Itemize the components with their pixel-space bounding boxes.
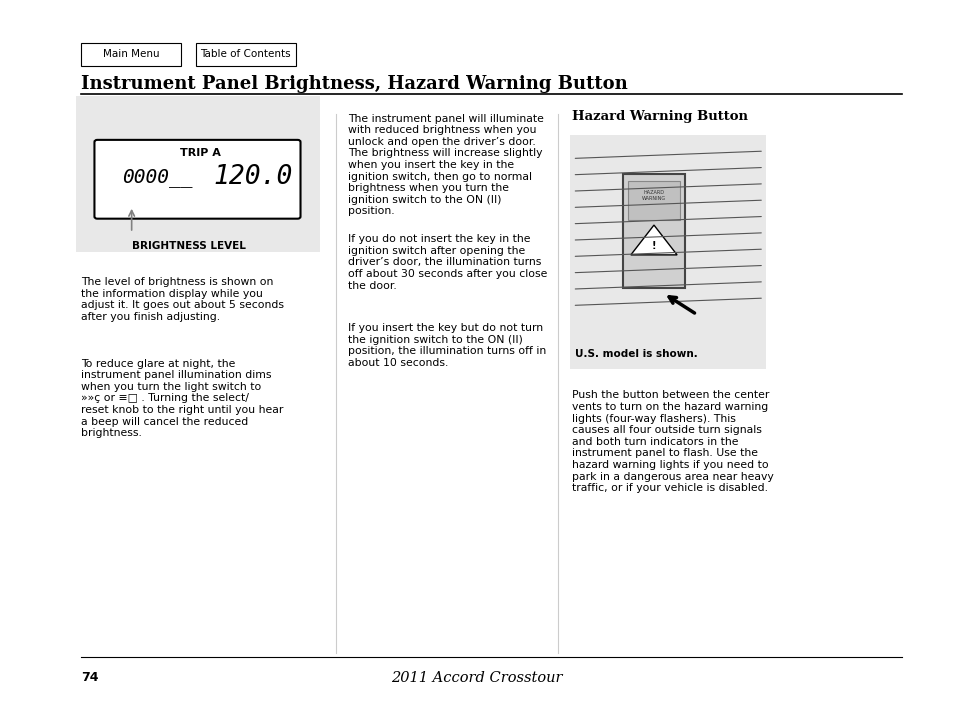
FancyBboxPatch shape — [81, 43, 181, 66]
Text: !: ! — [651, 241, 656, 251]
FancyBboxPatch shape — [627, 181, 679, 220]
Text: U.S. model is shown.: U.S. model is shown. — [575, 349, 698, 359]
Text: To reduce glare at night, the
instrument panel illumination dims
when you turn t: To reduce glare at night, the instrument… — [81, 359, 283, 438]
Polygon shape — [630, 225, 677, 255]
Text: 2011 Accord Crosstour: 2011 Accord Crosstour — [391, 671, 562, 685]
Text: If you do not insert the key in the
ignition switch after opening the
driver’s d: If you do not insert the key in the igni… — [348, 234, 547, 290]
Text: HAZARD
WARNING: HAZARD WARNING — [641, 190, 665, 201]
Text: Push the button between the center
vents to turn on the hazard warning
lights (f: Push the button between the center vents… — [572, 391, 773, 493]
Text: Hazard Warning Button: Hazard Warning Button — [572, 110, 747, 123]
FancyBboxPatch shape — [76, 96, 319, 252]
FancyBboxPatch shape — [570, 135, 765, 369]
Text: Instrument Panel Brightness, Hazard Warning Button: Instrument Panel Brightness, Hazard Warn… — [81, 75, 627, 92]
Text: BRIGHTNESS LEVEL: BRIGHTNESS LEVEL — [132, 241, 245, 251]
FancyBboxPatch shape — [94, 140, 300, 219]
Text: 74: 74 — [81, 671, 98, 684]
Text: TRIP A: TRIP A — [180, 148, 220, 158]
Text: If you insert the key but do not turn
the ignition switch to the ON (II)
positio: If you insert the key but do not turn th… — [348, 323, 546, 368]
Text: Table of Contents: Table of Contents — [200, 49, 291, 59]
FancyBboxPatch shape — [622, 174, 684, 288]
Text: 0000__: 0000__ — [122, 168, 193, 187]
FancyBboxPatch shape — [195, 43, 295, 66]
Text: 120.0: 120.0 — [213, 165, 293, 190]
Text: The instrument panel will illuminate
with reduced brightness when you
unlock and: The instrument panel will illuminate wit… — [348, 114, 543, 217]
Text: The level of brightness is shown on
the information display while you
adjust it.: The level of brightness is shown on the … — [81, 277, 284, 322]
Text: Main Menu: Main Menu — [103, 49, 159, 59]
